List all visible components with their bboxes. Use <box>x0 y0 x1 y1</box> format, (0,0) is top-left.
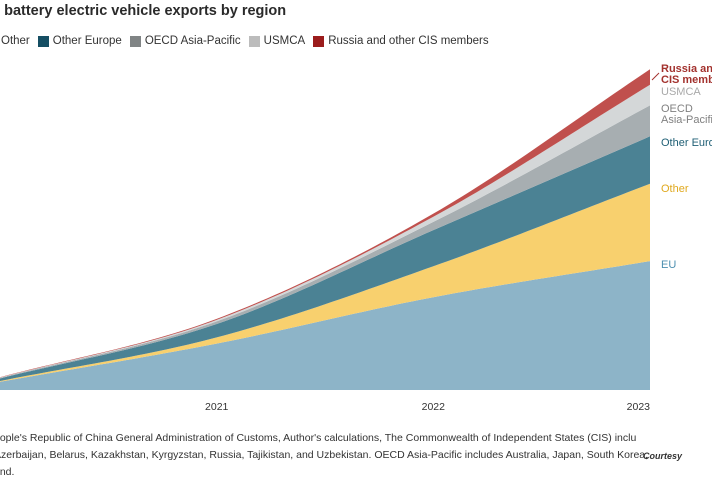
source-note-line: Azerbaijan, Belarus, Kazakhstan, Kyrgyzs… <box>0 449 649 461</box>
legend-swatch <box>37 35 49 47</box>
x-tick-label: 2021 <box>205 401 229 413</box>
chart-title: e battery electric vehicle exports by re… <box>0 3 287 19</box>
series-end-label: EU <box>661 259 676 271</box>
legend-item: Other Europe <box>37 35 122 47</box>
series-end-label-line: CIS memb <box>661 74 712 86</box>
source-note-line: and. <box>0 466 15 478</box>
series-end-label-line: Asia-Pacifi <box>661 114 712 126</box>
legend-item: Russia and other CIS members <box>313 35 489 47</box>
series-end-label-line: USMCA <box>661 86 701 98</box>
watermark-text: Courtesy <box>643 451 683 461</box>
legend-swatch <box>129 35 141 47</box>
series-end-label-line: EU <box>661 259 676 271</box>
legend-item: Other <box>0 35 30 47</box>
x-tick-label: 2022 <box>422 401 446 413</box>
legend-item: USMCA <box>248 35 306 47</box>
x-tick-label: 2023 <box>627 401 651 413</box>
legend-label: Other <box>1 35 30 47</box>
series-end-label: OECD Asia-Pacifi <box>661 103 712 126</box>
series-end-label: Other <box>661 183 689 195</box>
series-end-label-line: Other Euro <box>661 137 712 149</box>
series-end-label: Russia an CIS memb <box>661 63 712 86</box>
legend-swatch <box>248 35 260 47</box>
label-connector <box>651 72 660 81</box>
legend-label: Russia and other CIS members <box>328 35 489 47</box>
area-series-eu <box>0 261 650 390</box>
legend: Other Other Europe OECD Asia-Pacific USMCA R… <box>0 33 497 49</box>
series-end-label-line: Russia an <box>661 63 712 75</box>
source-notes: eople's Republic of China General Admini… <box>0 430 712 481</box>
legend-label: OECD Asia-Pacific <box>144 35 241 47</box>
source-note-line: eople's Republic of China General Admini… <box>0 432 637 444</box>
series-end-label: USMCA <box>661 86 701 98</box>
series-end-label-line: OECD <box>661 103 693 115</box>
legend-item: OECD Asia-Pacific <box>129 35 241 47</box>
series-end-label-line: Other <box>661 183 689 195</box>
legend-label: USMCA <box>263 35 306 47</box>
legend-swatch <box>313 35 325 47</box>
legend-label: Other Europe <box>52 35 122 47</box>
series-end-label: Other Euro <box>661 137 712 149</box>
